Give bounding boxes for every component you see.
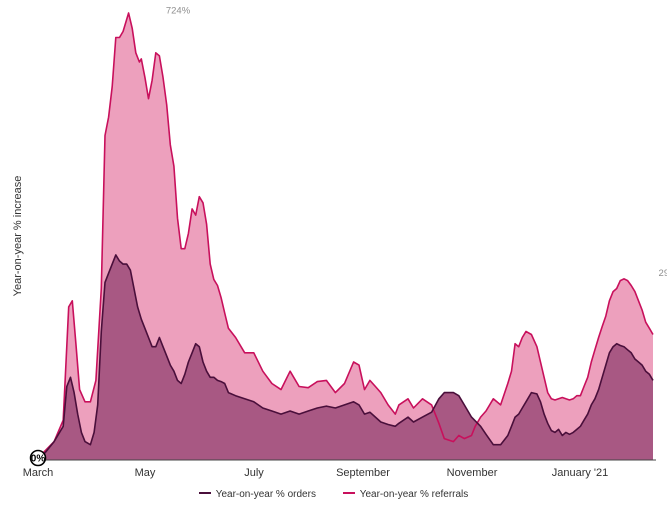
x-tick-label: July — [244, 467, 264, 479]
legend-item-orders[interactable]: Year-on-year % orders — [198, 489, 316, 500]
zero-marker — [29, 449, 47, 467]
zero-label: 0% — [31, 454, 46, 465]
x-tick-label: November — [447, 467, 498, 479]
x-axis-ticks: March May July September November January '21 — [23, 467, 609, 479]
legend-swatch-referrals — [342, 492, 355, 495]
legend-label-referrals: Year-on-year % referrals — [359, 489, 469, 500]
referrals-line — [35, 12, 654, 461]
x-tick-label: September — [336, 467, 390, 479]
x-tick-label: January '21 — [552, 467, 609, 479]
x-tick-label: March — [23, 467, 54, 479]
legend-item-referrals[interactable]: Year-on-year % referrals — [342, 489, 469, 500]
legend-swatch-orders — [198, 492, 211, 495]
orders-area — [36, 254, 653, 460]
legend-label-orders: Year-on-year % orders — [215, 489, 316, 500]
x-tick-label: May — [135, 467, 156, 479]
y-axis-label: Year-on-year % increase — [12, 176, 24, 297]
referrals-area — [36, 13, 653, 460]
legend: Year-on-year % orders Year-on-year % ref… — [0, 489, 667, 500]
peak-label: 724% — [166, 6, 191, 17]
orders-line — [35, 254, 654, 461]
peak-annotations: 724% 296% — [166, 6, 667, 279]
peak-label: 296% — [659, 268, 667, 279]
